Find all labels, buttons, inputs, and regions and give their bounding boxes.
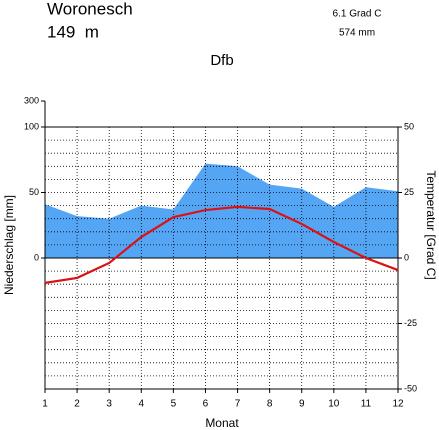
station-name: Woronesch xyxy=(47,0,133,18)
x-tick-label: 4 xyxy=(138,399,144,410)
y-tick-label: 100 xyxy=(24,121,39,131)
x-tick-label: 12 xyxy=(392,399,404,410)
x-tick-label: 10 xyxy=(328,399,340,410)
x-tick-label: 6 xyxy=(203,399,209,410)
temperature-line xyxy=(44,205,399,284)
x-tick-label: 7 xyxy=(235,399,241,410)
y-tick-label: 50 xyxy=(29,187,39,197)
climate-class: Dfb xyxy=(210,52,233,69)
x-tick-label: 1 xyxy=(42,399,48,410)
y2-tick-label: 50 xyxy=(404,121,414,131)
mean-temperature: 6.1 Grad C xyxy=(333,9,382,20)
x-tick-label: 5 xyxy=(171,399,177,410)
y2-tick-label: -50 xyxy=(404,383,417,393)
y-tick-label: 300 xyxy=(24,95,39,105)
elevation: 149 m xyxy=(47,22,99,41)
x-tick-label: 3 xyxy=(106,399,112,410)
x-axis-label: Monat xyxy=(205,416,239,430)
y-axis-label: Niederschlag [mm] xyxy=(2,195,16,295)
y-tick-label: 0 xyxy=(34,252,39,262)
y2-tick-label: -25 xyxy=(404,318,417,328)
x-tick-label: 2 xyxy=(74,399,80,410)
y2-tick-label: 0 xyxy=(404,252,409,262)
x-tick-label: 11 xyxy=(361,399,372,410)
precipitation-area xyxy=(45,163,398,258)
y2-axis-label: Temperatur [Grad C] xyxy=(424,170,438,279)
x-tick-label: 9 xyxy=(299,399,305,410)
annual-precipitation: 574 mm xyxy=(339,28,375,39)
y2-tick-label: 25 xyxy=(404,187,414,197)
x-tick-label: 8 xyxy=(267,399,273,410)
